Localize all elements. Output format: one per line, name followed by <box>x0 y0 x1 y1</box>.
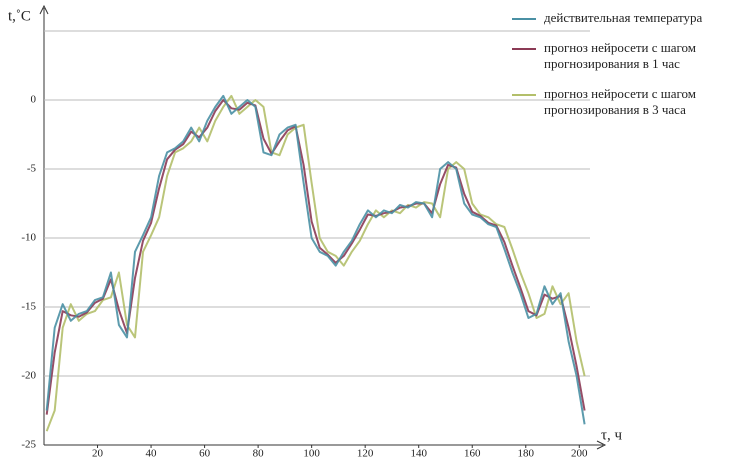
y-tick-label: -20 <box>21 370 36 382</box>
y-tick-label: -10 <box>21 232 36 244</box>
y-axis-label: t,˚C <box>8 8 31 24</box>
legend-item: прогноз нейросети с шагом прогнозировани… <box>512 86 712 118</box>
series-line <box>45 94 586 432</box>
series-line <box>45 99 586 415</box>
y-tick-label: -15 <box>21 301 36 313</box>
legend-item: прогноз нейросети с шагом прогнозировани… <box>512 40 712 72</box>
legend-swatch <box>512 48 536 50</box>
x-tick-label: 180 <box>518 448 535 460</box>
x-tick-label: 200 <box>571 448 588 460</box>
y-tick-label: -5 <box>27 163 37 175</box>
x-tick-label: 160 <box>464 448 481 460</box>
legend-item: действительная температура <box>512 10 712 26</box>
x-tick-label: 120 <box>357 448 374 460</box>
y-arrow <box>39 4 49 15</box>
legend-swatch <box>512 18 536 20</box>
x-tick-label: 80 <box>253 448 265 460</box>
y-tick-label: -25 <box>21 439 36 451</box>
legend-label: прогноз нейросети с шагом прогнозировани… <box>544 40 697 71</box>
x-tick-label: 40 <box>146 448 158 460</box>
legend-label: прогноз нейросети с шагом прогнозировани… <box>544 86 697 117</box>
y-tick-label: 0 <box>31 94 37 106</box>
series-line <box>45 94 586 425</box>
legend-label: действительная температура <box>544 10 703 25</box>
x-arrow <box>596 440 607 450</box>
x-axis-label: τ, ч <box>601 427 623 443</box>
x-tick-label: 100 <box>303 448 320 460</box>
x-tick-label: 60 <box>199 448 211 460</box>
x-tick-label: 140 <box>410 448 427 460</box>
x-tick-label: 20 <box>92 448 104 460</box>
legend: действительная температура прогноз нейрос… <box>512 10 712 132</box>
legend-swatch <box>512 94 536 96</box>
